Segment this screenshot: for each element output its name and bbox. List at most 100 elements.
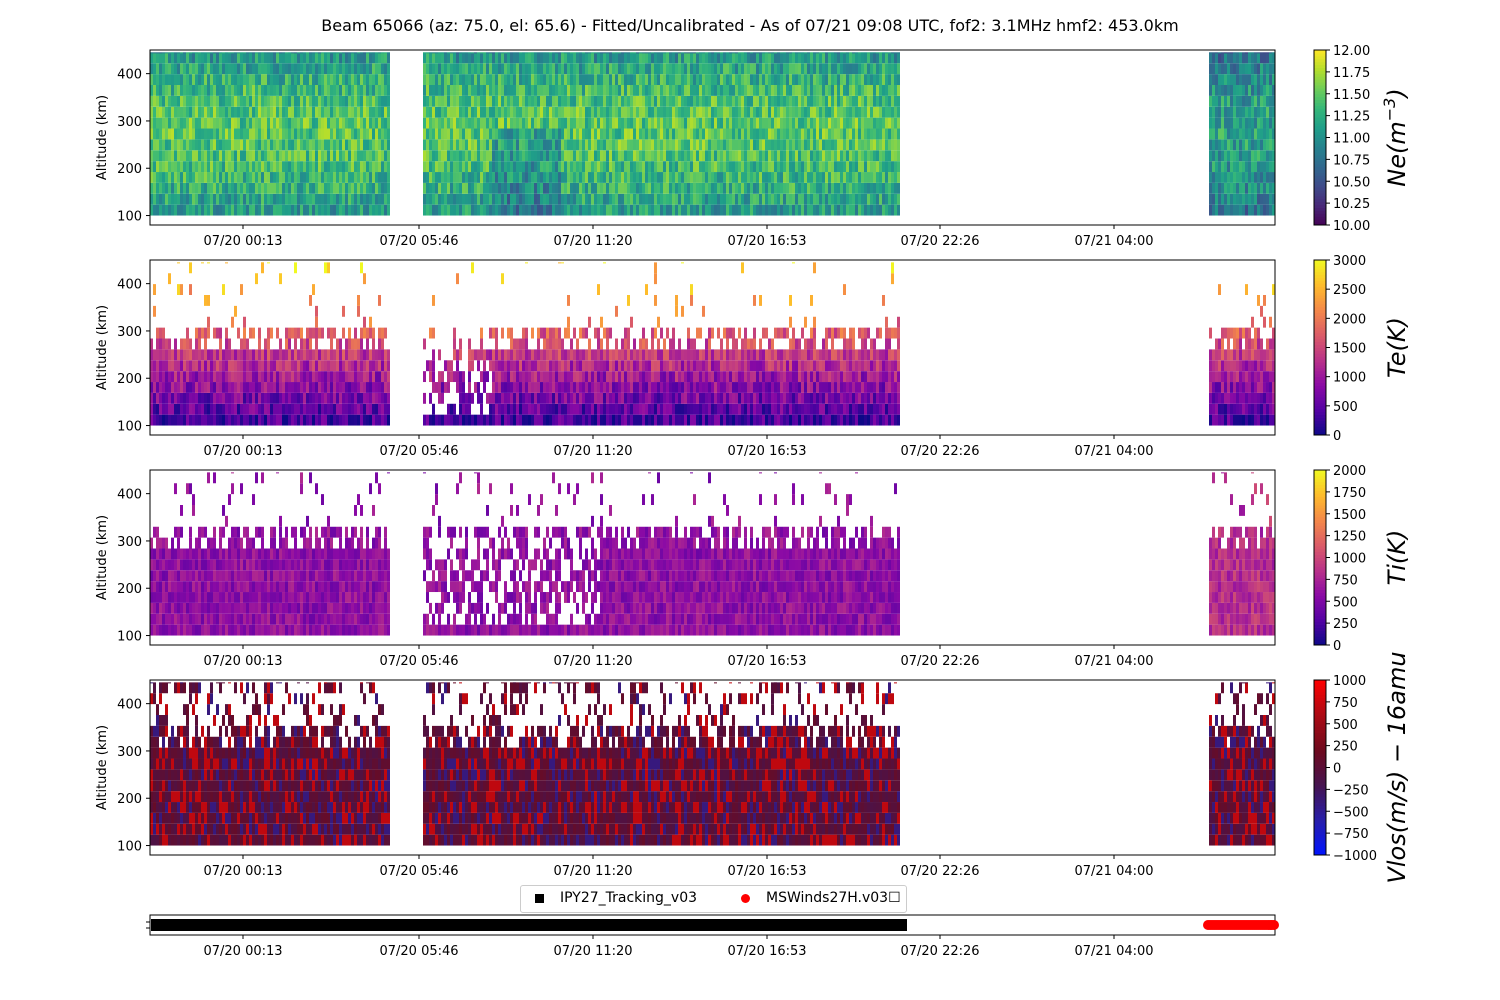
axes-frame bbox=[149, 259, 1276, 436]
colorbar-tick-label: 11.75 bbox=[1333, 66, 1370, 81]
y-tick-label: 400 bbox=[117, 488, 142, 503]
colorbar-tick-label: 2500 bbox=[1333, 283, 1366, 298]
x-tick-label: 07/20 00:13 bbox=[203, 234, 282, 249]
colorbar-tick-label: −500 bbox=[1333, 805, 1369, 820]
x-tick-label: 07/20 05:46 bbox=[379, 234, 458, 249]
heatmap-cells bbox=[150, 262, 1275, 426]
x-tick-label: 07/20 16:53 bbox=[727, 654, 806, 669]
colorbar-tick-label: 750 bbox=[1333, 573, 1358, 588]
colorbar-tick-label: 1000 bbox=[1333, 552, 1366, 567]
colorbar-tick-label: 1000 bbox=[1333, 371, 1366, 386]
colorbar-tick-label: 500 bbox=[1333, 718, 1358, 733]
x-tick-label: 07/20 16:53 bbox=[727, 234, 806, 249]
y-axis-label: Altitude (km) bbox=[95, 515, 110, 600]
y-tick-label: 100 bbox=[117, 630, 142, 645]
x-tick-label: 07/20 11:20 bbox=[553, 864, 632, 879]
y-tick-label: 100 bbox=[117, 840, 142, 855]
colorbar-label: Ti(K) bbox=[1383, 530, 1411, 586]
x-tick-label: 07/20 00:13 bbox=[203, 944, 282, 959]
x-tick-label: 07/20 00:13 bbox=[203, 444, 282, 459]
legend-label-mswinds: MSWinds27H.v03☐ bbox=[766, 890, 901, 906]
x-tick-label: 07/21 04:00 bbox=[1074, 654, 1153, 669]
colorbar: 0 500 1000 1500 2000 2500 3000 Te(K) bbox=[1313, 254, 1411, 444]
colorbar-tick-label: 11.00 bbox=[1333, 132, 1370, 147]
y-tick-label: 100 bbox=[117, 420, 142, 435]
colorbar: −1000 −750 −500 −250 0 250 500 750 1000 Vlos(m/s)… bbox=[1313, 651, 1411, 884]
x-tick-label: 07/21 04:00 bbox=[1074, 444, 1153, 459]
x-tick-label: 07/20 16:53 bbox=[727, 864, 806, 879]
colorbar-label: Vlos(m/s) − 16amu bbox=[1383, 651, 1411, 883]
colorbar-tick-label: 500 bbox=[1333, 400, 1358, 415]
y-axis-label: Altitude (km) bbox=[95, 305, 110, 390]
y-axis-label: Altitude (km) bbox=[95, 725, 110, 810]
x-tick-label: 07/20 22:26 bbox=[900, 234, 979, 249]
y-tick-label: 400 bbox=[117, 278, 142, 293]
y-tick-label: 200 bbox=[117, 372, 142, 387]
colorbar-tick-label: 1500 bbox=[1333, 508, 1366, 523]
colorbar-tick-label: 1000 bbox=[1333, 674, 1366, 689]
colorbar-tick-label: 0 bbox=[1333, 429, 1341, 444]
colorbar-tick-label: 10.25 bbox=[1333, 197, 1370, 212]
colorbar-tick-label: 1500 bbox=[1333, 342, 1366, 357]
colorbar-tick-label: 250 bbox=[1333, 740, 1358, 755]
mode-strip: 07/20 00:13 07/20 05:46 07/20 11:20 07/20 1… bbox=[146, 914, 1279, 959]
x-tick-label: 07/20 11:20 bbox=[553, 234, 632, 249]
colorbar-tick-label: 3000 bbox=[1333, 254, 1366, 269]
axes-frame bbox=[149, 469, 1276, 646]
colorbar-tick-label: 0 bbox=[1333, 639, 1341, 654]
y-tick-label: 100 bbox=[117, 210, 142, 225]
x-tick-label: 07/20 22:26 bbox=[900, 654, 979, 669]
x-tick-label: 07/20 22:26 bbox=[900, 864, 979, 879]
heatmap-cells bbox=[150, 472, 1275, 636]
panel-3: 100 200 300 400 Altitude (km) 07/20 00:13 07/2… bbox=[95, 464, 1411, 669]
colorbar-tick-label: 10.50 bbox=[1333, 175, 1370, 190]
colorbar-tick-label: 500 bbox=[1333, 595, 1358, 610]
legend-item-mswinds: MSWinds27H.v03☐ bbox=[741, 890, 901, 906]
x-tick-label: 07/20 05:46 bbox=[379, 864, 458, 879]
y-axis-label: Altitude (km) bbox=[95, 95, 110, 180]
colorbar-tick-label: 1750 bbox=[1333, 486, 1366, 501]
y-tick-label: 300 bbox=[117, 115, 142, 130]
x-tick-label: 07/21 04:00 bbox=[1074, 234, 1153, 249]
chart-title: Beam 65066 (az: 75.0, el: 65.6) - Fitted… bbox=[321, 16, 1179, 35]
colorbar-tick-label: −750 bbox=[1333, 827, 1369, 842]
y-tick-label: 200 bbox=[117, 792, 142, 807]
colorbar-tick-label: 11.25 bbox=[1333, 110, 1370, 125]
legend-item-tracking: IPY27_Tracking_v03 bbox=[535, 890, 697, 906]
heatmap-cells bbox=[150, 682, 1275, 846]
x-tick-label: 07/20 05:46 bbox=[379, 444, 458, 459]
x-tick-label: 07/20 11:20 bbox=[553, 444, 632, 459]
y-tick-label: 300 bbox=[117, 535, 142, 550]
x-tick-label: 07/20 05:46 bbox=[379, 654, 458, 669]
colorbar-tick-label: −250 bbox=[1333, 783, 1369, 798]
x-tick-label: 07/20 22:26 bbox=[900, 944, 979, 959]
colorbar-tick-label: 12.00 bbox=[1333, 44, 1370, 59]
panel-4: 100 200 300 400 Altitude (km) 07/20 00:13 07/2… bbox=[95, 651, 1411, 883]
axes-frame bbox=[149, 49, 1276, 226]
heatmap-cells bbox=[150, 52, 1275, 216]
colorbar: 10.00 10.25 10.50 10.75 11.00 11.25 11.50 11.75… bbox=[1313, 44, 1411, 234]
colorbar-tick-label: 11.50 bbox=[1333, 88, 1370, 103]
x-tick-label: 07/20 22:26 bbox=[900, 444, 979, 459]
y-tick-label: 400 bbox=[117, 698, 142, 713]
colorbar-tick-label: 10.00 bbox=[1333, 219, 1370, 234]
x-tick-label: 07/20 05:46 bbox=[379, 944, 458, 959]
x-tick-label: 07/20 16:53 bbox=[727, 944, 806, 959]
x-tick-label: 07/21 04:00 bbox=[1074, 944, 1153, 959]
colorbar: 0 250 500 750 1000 1250 1500 1750 2000 Ti(K) bbox=[1313, 464, 1411, 654]
legend-circle-marker bbox=[741, 893, 750, 903]
axes-frame bbox=[149, 679, 1276, 856]
colorbar-tick-label: −1000 bbox=[1333, 849, 1377, 864]
x-tick-label: 07/20 16:53 bbox=[727, 444, 806, 459]
x-tick-label: 07/20 00:13 bbox=[203, 864, 282, 879]
panel-2: 100 200 300 400 Altitude (km) 07/20 00:13 07/2… bbox=[95, 254, 1411, 459]
mode-legend: IPY27_Tracking_v03 MSWinds27H.v03☐ bbox=[520, 885, 907, 913]
colorbar-tick-label: 750 bbox=[1333, 696, 1358, 711]
colorbar-tick-label: 10.75 bbox=[1333, 153, 1370, 168]
colorbar-tick-label: 2000 bbox=[1333, 464, 1366, 479]
legend-square-marker bbox=[535, 893, 544, 903]
x-tick-label: 07/20 11:20 bbox=[553, 654, 632, 669]
colorbar-tick-label: 2000 bbox=[1333, 312, 1366, 327]
x-tick-label: 07/20 11:20 bbox=[553, 944, 632, 959]
tracking-marker bbox=[901, 919, 907, 931]
